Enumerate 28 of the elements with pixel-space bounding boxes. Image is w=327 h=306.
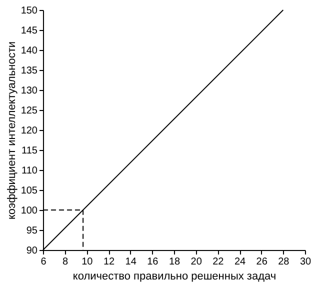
x-tick-label: 30: [300, 256, 312, 268]
x-tick-label: 26: [256, 256, 268, 268]
x-tick-label: 10: [82, 256, 94, 268]
y-tick-label: 105: [20, 186, 38, 196]
x-tick-label: 18: [168, 256, 180, 268]
x-tick-label: 12: [103, 256, 115, 268]
y-tick-label: 90: [26, 246, 38, 256]
y-tick-label: 95: [26, 226, 38, 236]
y-tick-label: 110: [22, 166, 38, 176]
x-tick-label: 24: [234, 256, 246, 268]
y-tick-label: 130: [20, 86, 38, 96]
y-tick-label: 145: [20, 26, 38, 36]
x-tick-label: 16: [147, 256, 159, 268]
y-tick-label: 115: [22, 146, 38, 156]
x-tick-label: 14: [125, 256, 137, 268]
x-tick-label: 8: [62, 256, 69, 268]
y-tick-label: 150: [20, 6, 38, 16]
x-tick-label: 6: [40, 256, 47, 268]
x-tick-label: 20: [190, 256, 202, 268]
y-axis-title: коэффициент интеллектуальности: [6, 41, 18, 220]
y-tick-label: 135: [20, 66, 38, 76]
y-tick-label: 100: [20, 206, 38, 216]
y-tick-label: 125: [20, 106, 38, 116]
x-axis-title: количество правильно решенных задач: [72, 270, 276, 282]
y-tick-label: 140: [20, 46, 38, 56]
y-tick-label: 120: [20, 126, 38, 136]
x-tick-label: 28: [278, 256, 290, 268]
x-tick-label: 22: [212, 256, 224, 268]
